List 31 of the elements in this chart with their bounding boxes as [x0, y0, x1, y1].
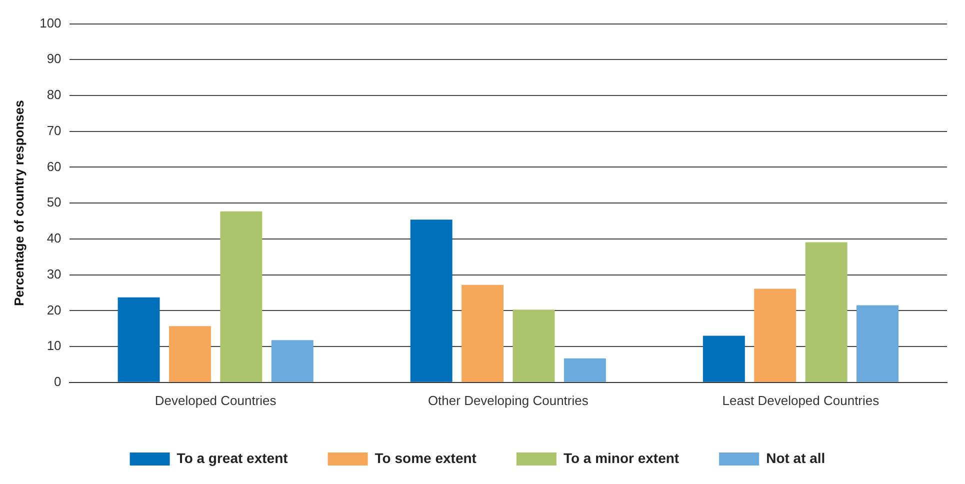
- y-tick-label: 50: [46, 194, 62, 210]
- y-tick-label: 100: [40, 15, 62, 30]
- y-tick-label: 30: [46, 266, 62, 282]
- bar: [271, 340, 314, 382]
- legend-label: To a great extent: [176, 450, 288, 466]
- y-tick-label: 60: [46, 158, 62, 174]
- y-tick-label: 80: [46, 87, 62, 102]
- y-tick-label: 10: [46, 338, 62, 354]
- y-tick-label: 70: [46, 122, 62, 138]
- bar: [564, 358, 606, 382]
- bar: [512, 310, 555, 382]
- bar: [220, 211, 262, 382]
- x-tick-label: Other Developing Countries: [428, 392, 589, 408]
- x-tick-label: Developed Countries: [154, 392, 277, 408]
- bar: [702, 336, 745, 382]
- bar: [754, 288, 796, 382]
- y-axis-title: Percentage of country responses: [11, 100, 26, 306]
- bar: [118, 297, 160, 382]
- bar: [462, 284, 504, 382]
- y-tick-label: 90: [46, 51, 62, 66]
- legend-label: To a minor extent: [563, 450, 680, 466]
- bar: [805, 242, 848, 382]
- x-tick-label: Least Developed Countries: [722, 392, 880, 408]
- y-tick-label: 0: [54, 374, 62, 389]
- legend-label: To some extent: [374, 450, 477, 466]
- bar: [168, 326, 211, 382]
- legend-label: Not at all: [766, 450, 826, 466]
- bar: [410, 220, 452, 382]
- y-tick-label: 20: [46, 302, 62, 318]
- bar: [856, 305, 899, 382]
- y-tick-label: 40: [46, 230, 62, 246]
